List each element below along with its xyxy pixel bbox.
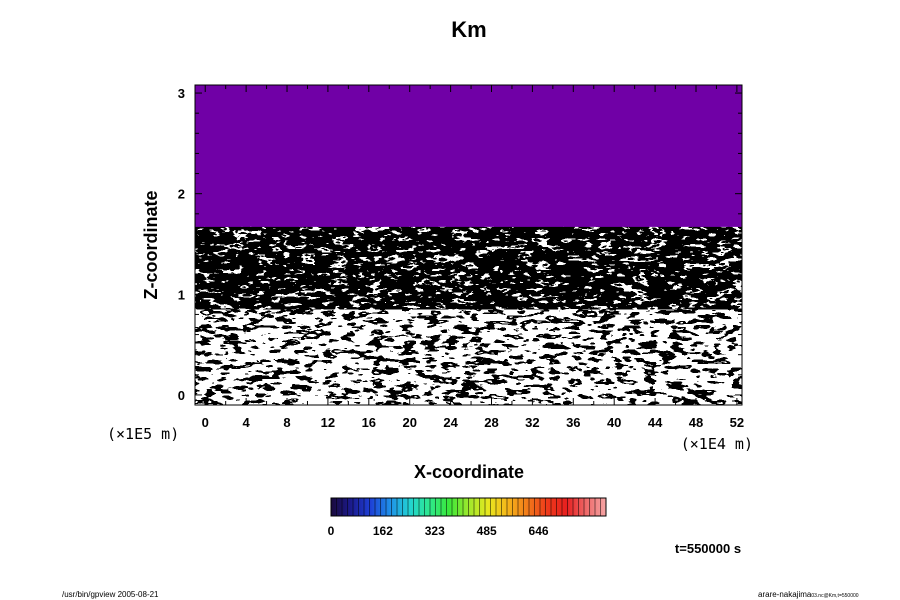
y-tick-label: 2 [178,187,185,202]
x-tick-label: 44 [648,415,663,430]
x-tick-label: 36 [566,415,580,430]
colorbar-tick-label: 0 [328,524,335,538]
colorbar-tick-label: 323 [425,524,445,538]
x-tick-label: 16 [362,415,376,430]
x-tick-label: 24 [443,415,458,430]
x-tick-label: 4 [243,415,251,430]
plot-frame [194,84,743,406]
x-tick-label: 52 [730,415,744,430]
footer-right-main: arare-nakajima [758,590,812,599]
time-label: t=550000 s [675,541,741,556]
y-tick-label: 1 [178,287,185,302]
colorbar-ticks: 0 162 323 485 646 [328,524,549,538]
colorbar-tick-label: 646 [529,524,549,538]
y-scale-label: (×1E5 m) [107,425,179,443]
x-axis-label: X-coordinate [414,462,524,482]
field-band-2 [195,226,742,310]
x-tick-label: 28 [484,415,498,430]
x-tick-label: 20 [402,415,416,430]
chart-title: Km [451,17,486,42]
footer-right-small: 03.nc@Km,t=550000 [811,593,858,599]
colorbar [330,497,607,517]
plot-area [195,85,742,405]
x-axis: 0 4 8 12 16 20 24 28 32 36 40 44 48 52 [202,85,744,430]
colorbar-tick-label: 485 [477,524,497,538]
x-tick-label: 8 [283,415,290,430]
y-axis: 0 1 2 3 [178,86,742,403]
footer-left: /usr/bin/gpview 2005-08-21 [62,590,159,599]
field-texture [195,226,742,405]
footer-right: arare-nakajima03.nc@Km,t=550000 [758,590,859,599]
y-tick-label: 0 [178,388,185,403]
field-band-4 [195,309,742,405]
x-tick-label: 40 [607,415,621,430]
x-tick-label: 32 [525,415,539,430]
y-tick-label: 3 [178,86,185,101]
y-axis-label: Z-coordinate [141,190,161,299]
upper-layer-region [195,85,742,227]
colorbar-frame [330,497,607,517]
x-tick-label: 48 [689,415,703,430]
x-scale-label: (×1E4 m) [681,435,753,453]
x-tick-label: 0 [202,415,209,430]
colorbar-tick-label: 162 [373,524,393,538]
x-tick-label: 12 [321,415,335,430]
